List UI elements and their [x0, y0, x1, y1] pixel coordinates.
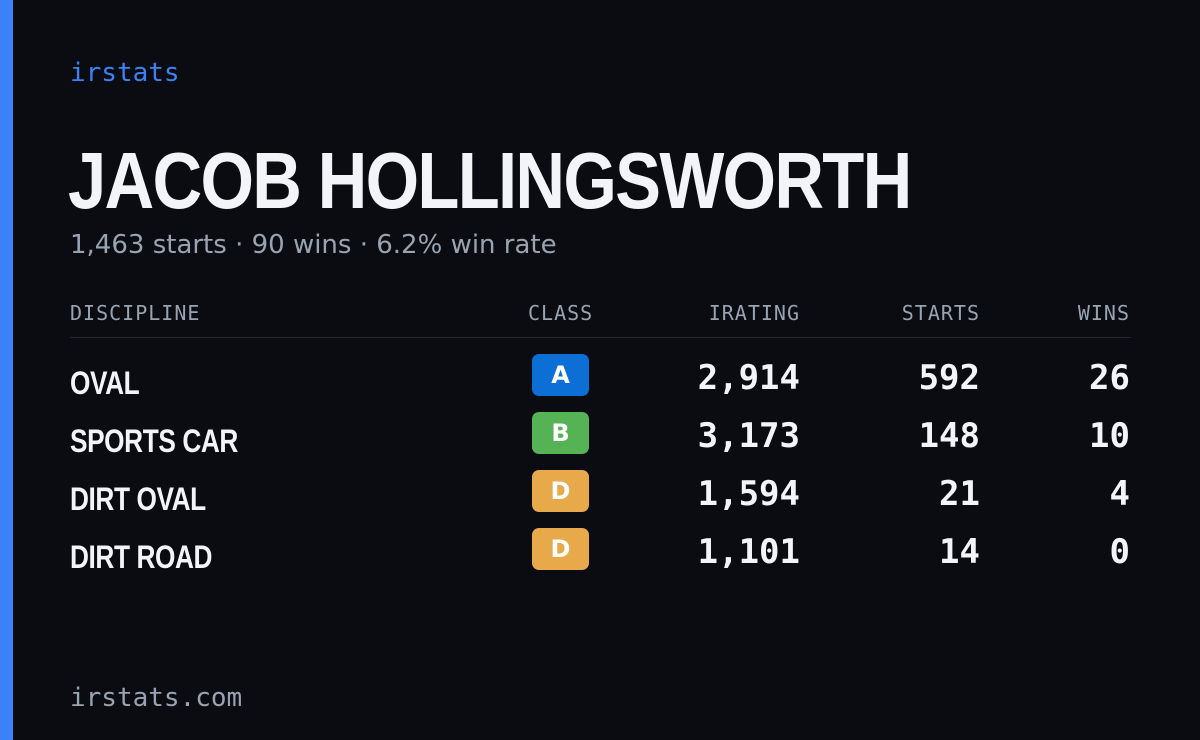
discipline-label: DIRT OVAL: [70, 481, 206, 517]
table-row: OVAL A 2,914 592 26: [70, 338, 1131, 400]
table-header: DISCIPLINE CLASS IRATING STARTS WINS: [70, 298, 1131, 338]
table-body: OVAL A 2,914 592 26 SPORTS CAR B 3,173 1…: [70, 338, 1131, 574]
discipline-label: DIRT ROAD: [70, 539, 213, 575]
class-badge: D: [532, 528, 589, 570]
irating-value: 3,173: [697, 416, 800, 456]
class-badge: B: [532, 412, 589, 454]
irating-value: 1,101: [697, 532, 800, 572]
driver-summary: 1,463 starts · 90 wins · 6.2% win rate: [70, 230, 557, 260]
starts-value: 592: [918, 358, 980, 398]
brand-logo: irstats: [70, 58, 180, 88]
class-badge: D: [532, 470, 589, 512]
table-row: SPORTS CAR B 3,173 148 10: [70, 396, 1131, 458]
wins-value: 10: [1089, 416, 1130, 456]
starts-value: 148: [918, 416, 980, 456]
class-badge: A: [532, 354, 589, 396]
table-row: DIRT OVAL D 1,594 21 4: [70, 454, 1131, 516]
irating-value: 2,914: [697, 358, 800, 398]
accent-bar: [0, 0, 13, 740]
header-discipline: DISCIPLINE: [70, 301, 201, 325]
starts-value: 21: [939, 474, 980, 514]
wins-value: 26: [1089, 358, 1130, 398]
starts-value: 14: [939, 532, 980, 572]
table-row: DIRT ROAD D 1,101 14 0: [70, 512, 1131, 574]
wins-value: 4: [1109, 474, 1130, 514]
header-starts: STARTS: [901, 301, 980, 325]
wins-value: 0: [1109, 532, 1130, 572]
footer-url[interactable]: irstats.com: [70, 683, 243, 713]
header-wins: WINS: [1077, 301, 1130, 325]
discipline-label: OVAL: [70, 365, 140, 401]
header-irating: IRATING: [708, 301, 800, 325]
driver-name: JACOB HOLLINGSWORTH: [68, 136, 912, 225]
header-class: CLASS: [528, 301, 594, 325]
irating-value: 1,594: [697, 474, 800, 514]
license-table: DISCIPLINE CLASS IRATING STARTS WINS OVA…: [70, 298, 1131, 574]
discipline-label: SPORTS CAR: [70, 423, 238, 459]
